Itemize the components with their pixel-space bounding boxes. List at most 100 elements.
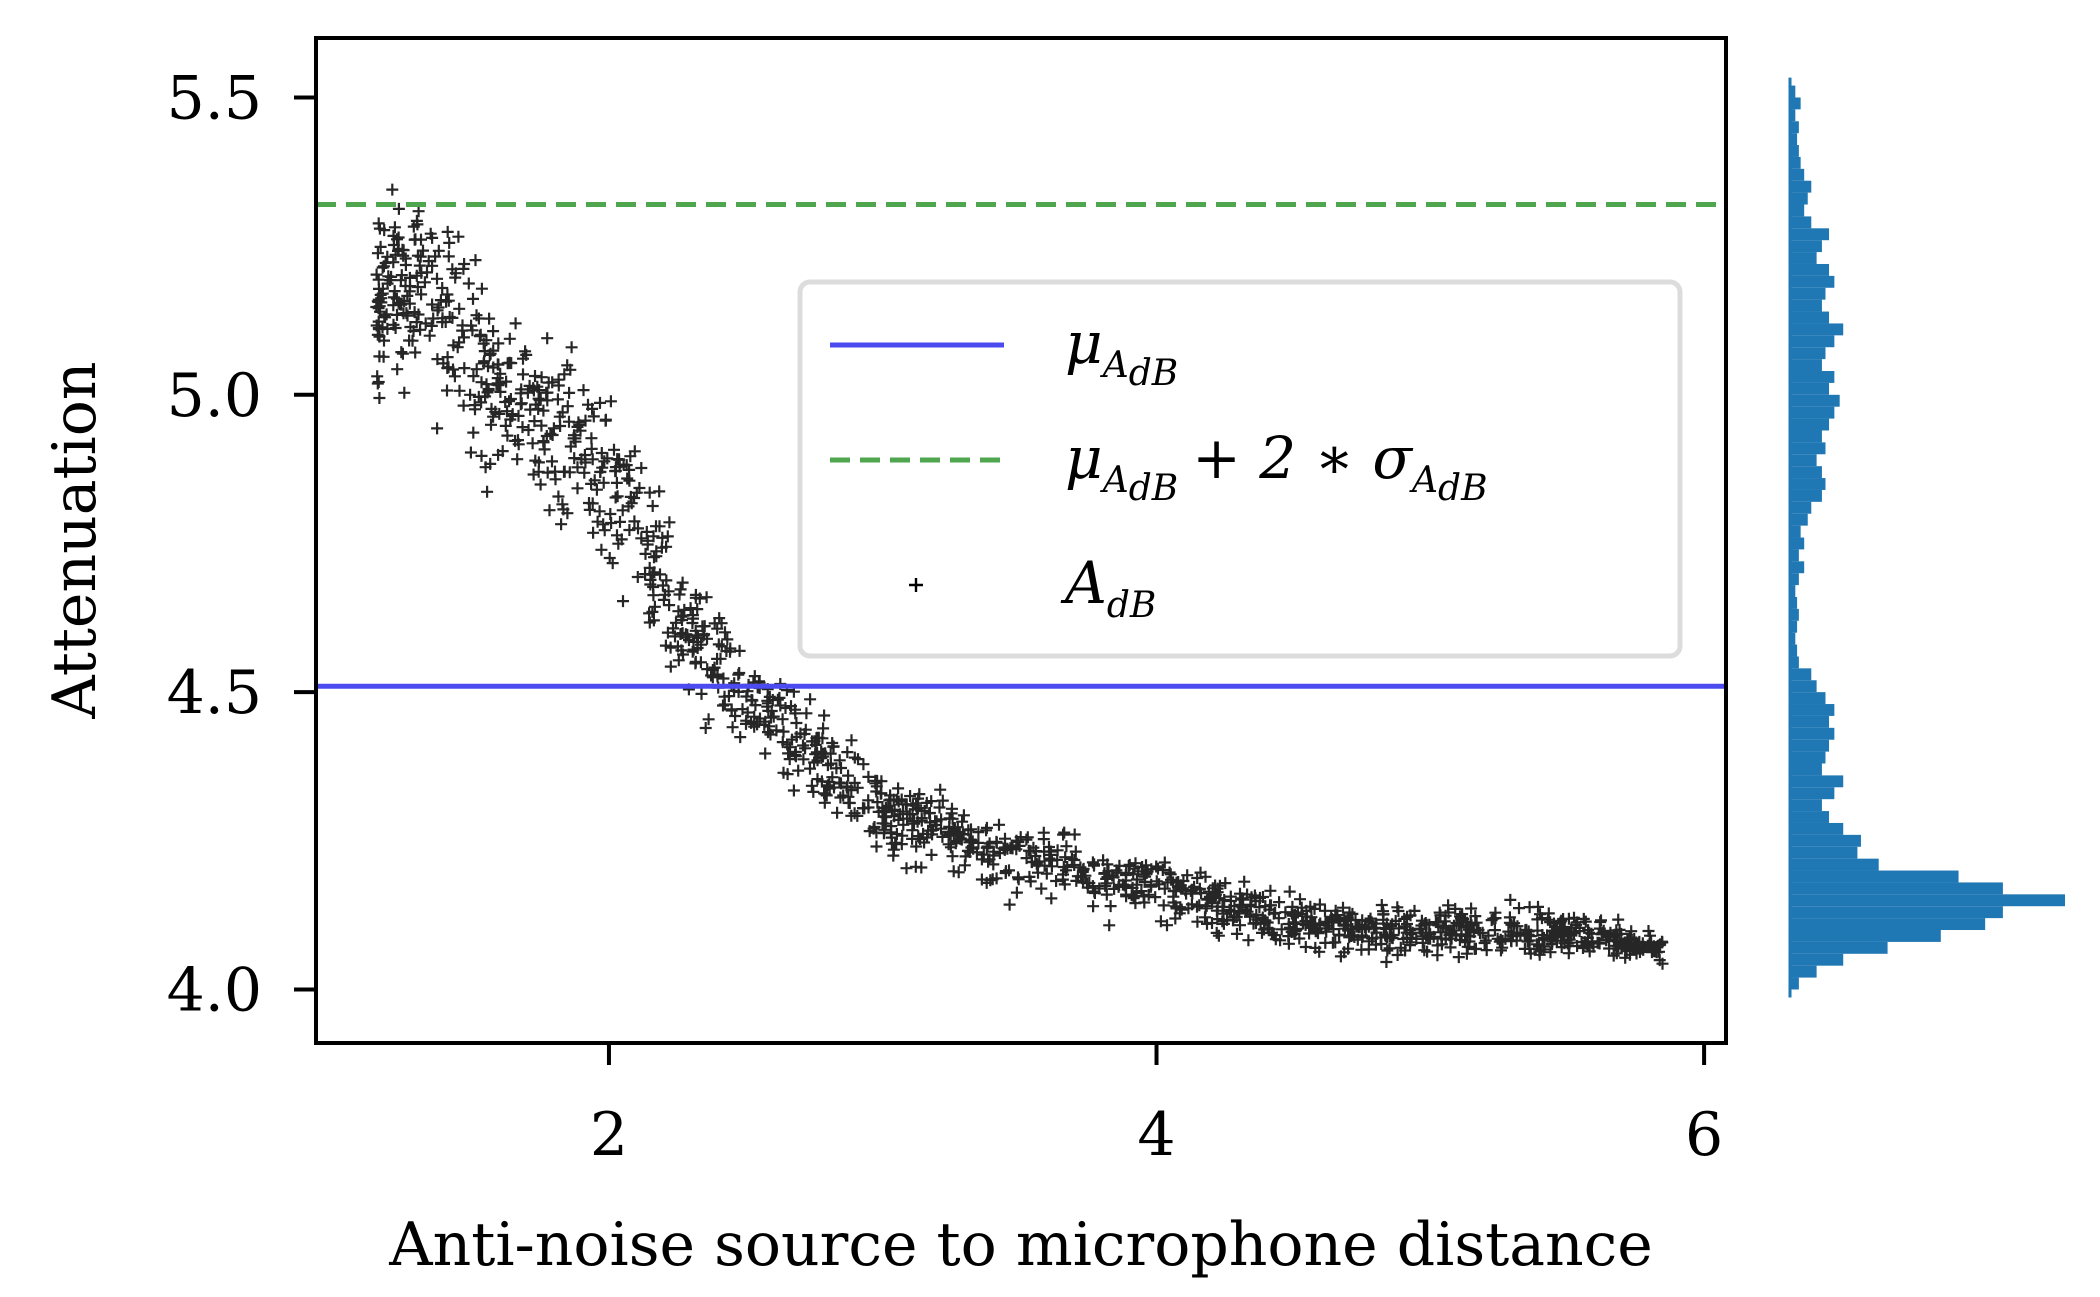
histogram-bar	[1790, 822, 1844, 835]
histogram-bar	[1790, 704, 1835, 716]
histogram-bar	[1790, 192, 1808, 205]
x-tick-label: 2	[590, 1100, 628, 1170]
legend-label-part: μ	[1065, 309, 1103, 377]
histogram-bar	[1790, 85, 1796, 98]
histogram-bar	[1790, 133, 1798, 146]
histogram-bar	[1790, 739, 1830, 752]
legend-label-part: dB	[1438, 468, 1488, 509]
histogram-bar	[1790, 965, 1817, 978]
histogram-bar	[1790, 121, 1799, 134]
legend-label-part: + 2 ∗ σ	[1192, 424, 1413, 492]
legend-label-part: μ	[1065, 424, 1103, 492]
histogram-bar	[1790, 858, 1879, 871]
histogram-bar	[1790, 680, 1817, 693]
marginal-histogram	[1788, 77, 2065, 998]
histogram-bar	[1790, 941, 1888, 954]
legend-label: μAdB + 2 ∗ σAdB	[1065, 424, 1488, 509]
histogram-bar	[1790, 787, 1835, 800]
legend-label-part: A	[1100, 460, 1129, 501]
x-tick-label: 6	[1685, 1100, 1723, 1170]
legend-label-part: A	[1060, 549, 1107, 617]
histogram-bar	[1790, 204, 1805, 217]
histogram-bar	[1790, 394, 1840, 407]
histogram-bar	[1790, 109, 1796, 122]
histogram-bar	[1790, 323, 1844, 336]
histogram-bar	[1790, 228, 1830, 241]
histogram-bar	[1790, 97, 1801, 110]
histogram-bar	[1790, 311, 1830, 324]
histogram-bar	[1790, 775, 1844, 788]
legend-label-part: A	[1100, 345, 1129, 386]
histogram-bar	[1790, 489, 1822, 502]
histogram-bar	[1790, 156, 1801, 169]
y-tick-label: 5.0	[167, 361, 262, 431]
histogram-bar	[1790, 347, 1826, 360]
histogram-bar	[1790, 894, 2065, 907]
histogram-bar	[1790, 406, 1835, 419]
histogram-bar	[1790, 525, 1801, 538]
histogram-bar	[1790, 561, 1805, 574]
histogram-bar	[1790, 596, 1798, 609]
histogram-bar	[1790, 727, 1835, 740]
histogram-bar	[1790, 335, 1835, 348]
histogram-bar	[1790, 573, 1799, 586]
histogram-bar	[1790, 359, 1822, 372]
histogram-bar	[1790, 287, 1826, 300]
histogram-bar	[1790, 799, 1822, 812]
plot-frame	[314, 36, 1728, 1045]
histogram-bar	[1790, 478, 1826, 490]
histogram-bar	[1790, 585, 1796, 597]
histogram-bar	[1790, 216, 1812, 229]
histogram-bar	[1790, 252, 1817, 264]
x-axis-label: Anti-noise source to microphone distance	[388, 1210, 1653, 1280]
histogram-bar	[1790, 668, 1812, 681]
histogram-bar	[1790, 263, 1830, 276]
histogram-bar	[1790, 466, 1822, 479]
histogram-bar	[1790, 644, 1798, 657]
y-tick-label: 5.5	[167, 63, 262, 133]
histogram-bar	[1790, 620, 1798, 633]
histogram-bar	[1790, 240, 1822, 253]
histogram-bar	[1790, 632, 1796, 645]
legend-swatch-scatter	[909, 578, 923, 592]
histogram-bar	[1790, 906, 2003, 919]
histogram-bar	[1790, 930, 1941, 942]
histogram-bar	[1790, 371, 1835, 383]
legend-label-part: dB	[1129, 353, 1179, 394]
histogram-bar	[1790, 656, 1799, 669]
histogram-bar	[1790, 382, 1830, 395]
x-tick-label: 4	[1137, 1100, 1175, 1170]
histogram-bar	[1790, 811, 1830, 823]
y-axis-label: Attenuation	[40, 361, 110, 719]
histogram-bar	[1790, 977, 1799, 990]
histogram-bar	[1790, 846, 1858, 859]
legend-label-part: dB	[1129, 468, 1179, 509]
histogram-bar	[1790, 834, 1861, 847]
legend-label-part: A	[1409, 460, 1438, 501]
histogram-bar	[1790, 430, 1822, 443]
histogram-bar	[1790, 549, 1799, 562]
x-axis-ticks: 2 4 6	[590, 1043, 1723, 1170]
scatter-marks	[370, 183, 1669, 970]
legend-label: AdB	[1060, 549, 1156, 626]
histogram-bar	[1790, 168, 1805, 181]
histogram-bar	[1790, 882, 2003, 895]
histogram-bar	[1790, 870, 1959, 883]
histogram-bar	[1790, 715, 1830, 728]
y-axis-ticks: 4.0 4.5 5.0 5.5	[167, 63, 316, 1025]
scatter-points	[370, 183, 1669, 970]
histogram-bar	[1790, 751, 1826, 764]
histogram-bar	[1790, 608, 1799, 621]
histogram-bar	[1790, 953, 1844, 966]
histogram-bar	[1790, 501, 1812, 514]
histogram-bar	[1790, 692, 1826, 705]
histogram-bar	[1790, 537, 1805, 550]
histogram-bar	[1790, 442, 1826, 455]
histogram-bar	[1790, 454, 1817, 467]
histogram-bar	[1790, 275, 1835, 288]
histogram-bar	[1790, 763, 1822, 776]
histogram-bar	[1790, 180, 1812, 193]
histogram-bar	[1790, 418, 1830, 431]
legend-label: μAdB	[1065, 309, 1178, 394]
